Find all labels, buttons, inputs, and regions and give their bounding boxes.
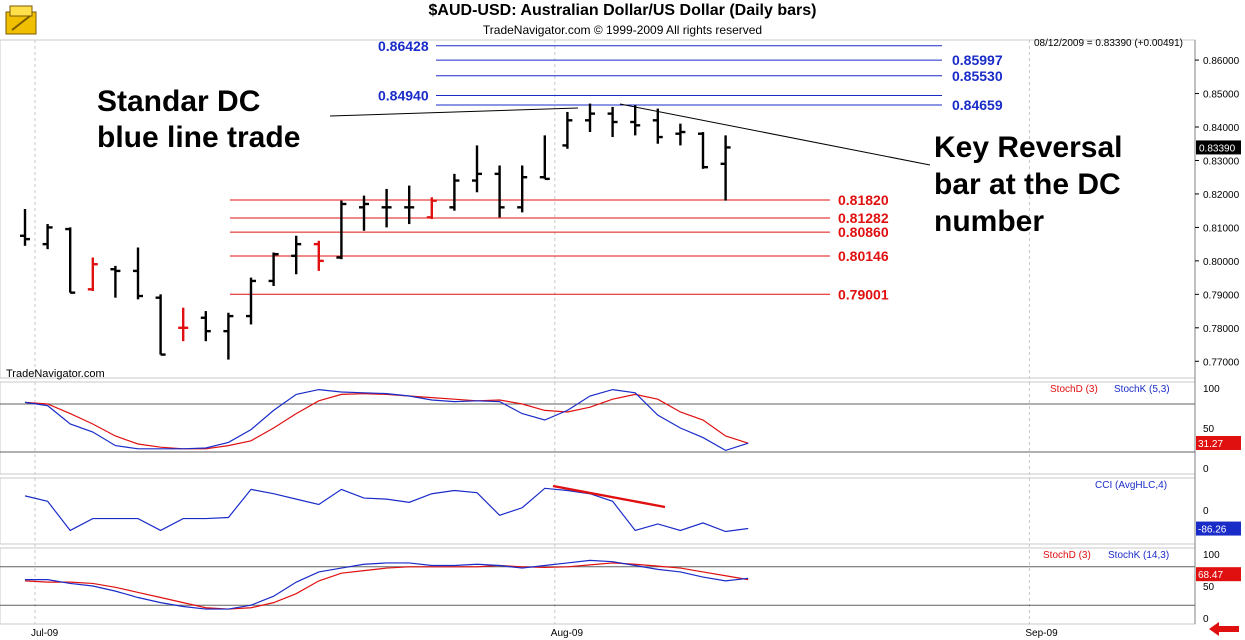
indicator-legend-label: StochK (5,3) xyxy=(1114,384,1170,395)
indicator-value-label: -86.26 xyxy=(1198,525,1227,536)
y-tick-label: 0.81000 xyxy=(1203,223,1240,234)
dc-level-label: 0.84659 xyxy=(952,97,1003,113)
dc-level-label: 0.85997 xyxy=(952,52,1003,68)
indicator-legend-label: StochK (14,3) xyxy=(1108,550,1169,561)
indicator-series-line xyxy=(24,562,749,610)
dc-level-label: 0.81282 xyxy=(838,210,889,226)
last-price-label: 0.83390 xyxy=(1199,143,1236,154)
y-tick-label: 0.84000 xyxy=(1203,123,1240,134)
y-tick-label: 0.77000 xyxy=(1203,357,1240,368)
y-tick-label: 0.83000 xyxy=(1203,156,1240,167)
indicator-value-box xyxy=(1196,435,1241,450)
cci-divergence-line xyxy=(552,484,666,509)
scroll-left-arrow-icon[interactable] xyxy=(1209,622,1239,636)
dc-level-label: 0.80146 xyxy=(838,248,889,264)
indicator-value-box xyxy=(1196,521,1241,536)
indicator-value-box xyxy=(1196,567,1241,582)
dc-level-label: 0.81820 xyxy=(838,192,889,208)
indicator-value-label: 31.27 xyxy=(1198,439,1223,450)
trade-navigator-logo xyxy=(5,5,37,35)
y-tick-label: 0.86000 xyxy=(1203,56,1240,67)
dc-level-label: 0.80860 xyxy=(838,224,889,240)
indicator-series-line xyxy=(24,388,749,452)
x-tick-label: Jul-09 xyxy=(31,628,59,639)
annotation-pointer-line-left xyxy=(329,107,579,117)
indicator-value-label: 68.47 xyxy=(1198,570,1223,581)
y-tick-label: 0 xyxy=(1203,614,1209,625)
chart-title: $AUD-USD: Australian Dollar/US Dollar (D… xyxy=(428,2,817,19)
annotation-right-line-3: number xyxy=(934,205,1045,238)
annotation-right-line-1: Key Reversal xyxy=(934,131,1123,164)
indicator-series-line xyxy=(24,392,749,450)
y-tick-label: 0.85000 xyxy=(1203,90,1240,101)
panel-frame-3 xyxy=(0,547,1196,625)
dc-level-label: 0.79001 xyxy=(838,286,889,302)
indicator-series-line xyxy=(24,487,749,533)
x-tick-label: Sep-09 xyxy=(1025,628,1058,639)
copyright-subtitle: TradeNavigator.com © 1999-2009 All right… xyxy=(482,23,763,37)
price-readout: 08/12/2009 = 0.83390 (+0.00491) xyxy=(1033,38,1183,49)
y-tick-label: 0.80000 xyxy=(1203,257,1240,268)
annotation-right-line-2: bar at the DC xyxy=(934,168,1121,201)
dc-level-label: 0.84940 xyxy=(378,88,429,104)
y-tick-label: 50 xyxy=(1203,424,1215,435)
y-tick-label: 100 xyxy=(1203,384,1220,395)
panel-frame-2 xyxy=(0,477,1196,545)
dc-level-label: 0.85530 xyxy=(952,68,1003,84)
dc-level-label: 0.86428 xyxy=(378,38,429,54)
last-price-box xyxy=(1196,140,1241,155)
y-tick-label: 50 xyxy=(1203,582,1215,593)
y-tick-label: 0 xyxy=(1203,506,1209,517)
y-tick-label: 100 xyxy=(1203,550,1220,561)
indicator-legend-label: CCI (AvgHLC,4) xyxy=(1095,480,1167,491)
annotation-left-line-2: blue line trade xyxy=(97,121,301,154)
annotation-left-line-1: Standar DC xyxy=(97,85,261,118)
x-tick-label: Aug-09 xyxy=(551,628,584,639)
indicator-series-line xyxy=(25,559,749,610)
panel-frame-1 xyxy=(0,381,1196,475)
indicator-legend-label: StochD (3) xyxy=(1043,550,1091,561)
watermark: TradeNavigator.com xyxy=(6,368,105,380)
y-tick-label: 0.79000 xyxy=(1203,290,1240,301)
indicator-legend-label: StochD (3) xyxy=(1050,384,1098,395)
y-tick-label: 0 xyxy=(1203,464,1209,475)
y-tick-label: 0.82000 xyxy=(1203,190,1240,201)
annotation-pointer-line-right xyxy=(619,103,931,166)
y-tick-label: 0.78000 xyxy=(1203,324,1240,335)
